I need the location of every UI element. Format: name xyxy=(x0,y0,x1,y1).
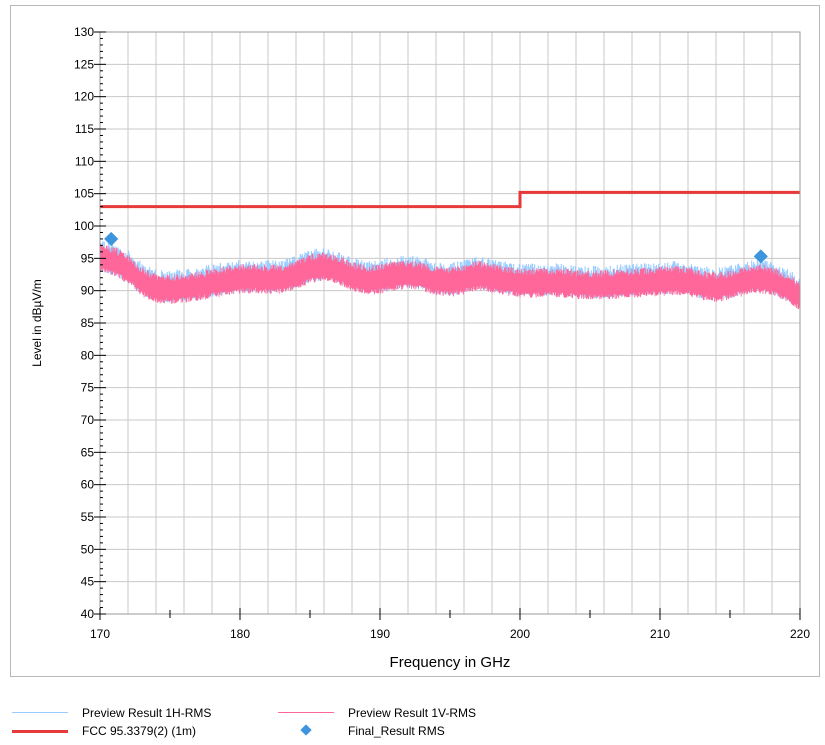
legend: Preview Result 1H-RMS Preview Result 1V-R… xyxy=(0,705,825,745)
y-tick-label: 125 xyxy=(74,57,94,71)
y-tick-label: 85 xyxy=(81,316,95,330)
legend-label: Preview Result 1H-RMS xyxy=(82,706,212,720)
legend-line xyxy=(12,730,68,733)
y-tick-label: 40 xyxy=(81,607,95,621)
y-tick-label: 55 xyxy=(81,510,95,524)
y-tick-label: 95 xyxy=(81,251,95,265)
legend-label: FCC 95.3379(2) (1m) xyxy=(82,724,197,738)
legend-label: Preview Result 1V-RMS xyxy=(348,706,477,720)
y-tick-label: 130 xyxy=(74,25,94,39)
y-tick-label: 80 xyxy=(81,348,95,362)
axis-ticks: 40 45 50 55 60 65 70 75 80 85 90 95 100 105 110 115 120 1… xyxy=(74,25,810,641)
y-axis-title: Level in dBµV/m xyxy=(30,279,44,367)
y-tick-label: 70 xyxy=(81,413,95,427)
legend-item: FCC 95.3379(2) (1m) xyxy=(12,723,196,739)
y-tick-label: 45 xyxy=(81,575,95,589)
legend-swatch xyxy=(278,706,334,720)
legend-item: Final_Result RMS xyxy=(278,723,445,739)
x-tick-label: 190 xyxy=(370,627,390,641)
legend-swatch xyxy=(12,706,68,720)
x-tick-label: 210 xyxy=(650,627,670,641)
y-tick-label: 100 xyxy=(74,219,94,233)
y-tick-label: 120 xyxy=(74,90,94,104)
legend-label: Final_Result RMS xyxy=(348,724,445,738)
legend-diamond-icon xyxy=(300,724,312,736)
y-tick-label: 115 xyxy=(75,122,94,136)
y-tick-label: 60 xyxy=(81,478,95,492)
chart-frame xyxy=(10,5,820,677)
x-axis-title: Frequency in GHz xyxy=(390,654,511,671)
limit-line xyxy=(100,190,800,209)
x-tick-label: 220 xyxy=(790,627,810,641)
chart-plot: 40 45 50 55 60 65 70 75 80 85 90 95 100 105 110 115 120 1… xyxy=(30,25,810,671)
y-tick-label: 90 xyxy=(81,284,95,298)
y-tick-label: 105 xyxy=(74,187,94,201)
legend-line xyxy=(278,712,334,713)
legend-line xyxy=(12,712,68,713)
y-tick-label: 110 xyxy=(75,154,94,168)
y-tick-label: 50 xyxy=(81,542,95,556)
legend-swatch xyxy=(12,724,68,738)
y-tick-label: 65 xyxy=(81,445,95,459)
x-tick-label: 200 xyxy=(510,627,530,641)
legend-item: Preview Result 1V-RMS xyxy=(278,705,476,721)
legend-item: Preview Result 1H-RMS xyxy=(12,705,211,721)
final-result-marker xyxy=(753,249,768,264)
series-layer xyxy=(99,190,801,310)
legend-swatch xyxy=(278,724,334,738)
x-tick-label: 180 xyxy=(230,627,250,641)
x-tick-label: 170 xyxy=(90,627,110,641)
y-tick-label: 75 xyxy=(81,381,95,395)
